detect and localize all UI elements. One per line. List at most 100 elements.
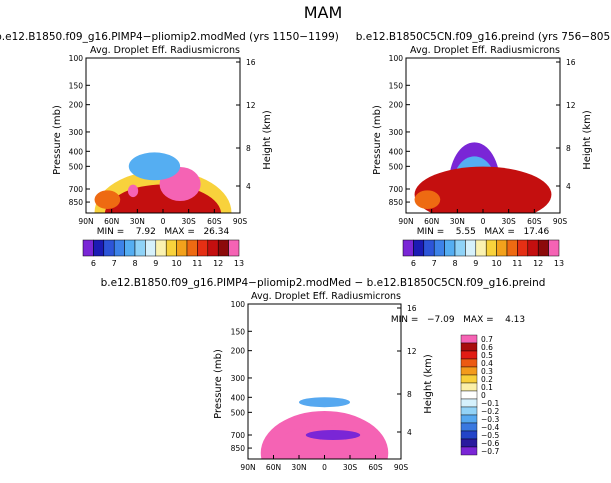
- colorbar-swatch: [433, 239, 445, 257]
- colorbar-label: 6: [91, 259, 96, 268]
- panel-difference: b.e12.B1850.f09_g16.PIMP4−pliomip2.modMe…: [101, 277, 546, 472]
- y-tick-label: 400: [69, 147, 84, 156]
- colorbar-swatch: [186, 239, 198, 257]
- colorbar-swatch: [475, 239, 487, 257]
- y-tick-label: 150: [231, 327, 246, 336]
- y-tick-label: 400: [389, 147, 404, 156]
- colorbar-swatch: [460, 366, 478, 376]
- y2-tick-label: 12: [407, 347, 417, 356]
- colorbar-swatch: [460, 350, 478, 360]
- y-tick-label: 300: [69, 128, 84, 137]
- x-tick-label: 30N: [450, 217, 465, 226]
- y2-axis-label: Height (km): [582, 110, 593, 170]
- y-tick-label: 100: [69, 54, 84, 63]
- colorbar-label: −0.4: [481, 423, 499, 432]
- colorbar-swatch: [485, 239, 497, 257]
- y-tick-label: 850: [389, 198, 404, 207]
- colorbar-swatch: [402, 239, 414, 257]
- colorbar-label: 7: [112, 259, 117, 268]
- stats-label: MIN = 7.92 MAX = 26.34: [97, 227, 230, 237]
- colorbar-swatch: [228, 239, 240, 257]
- panel-title: b.e12.B1850.f09_g16.PIMP4−pliomip2.modMe…: [101, 277, 546, 289]
- y-axis-label: Pressure (mb): [372, 105, 383, 175]
- colorbar-swatch: [527, 239, 539, 257]
- colorbar-swatch: [496, 239, 508, 257]
- variable-label: Avg. Droplet Eff. Radius: [90, 45, 202, 56]
- colorbar-swatch: [165, 239, 177, 257]
- units-label: microns: [202, 45, 240, 56]
- contour-plot: 90N 60N 30N 0 30S 60S 90S 100 150 200 300 400 500 700…: [69, 54, 256, 226]
- contour-plot: 90N 60N 30N 0 30S 60S 90S 100 150 200 300 400 500 700…: [389, 54, 576, 226]
- colorbar-label: −0.2: [481, 407, 499, 416]
- x-tick-label: 30S: [502, 217, 517, 226]
- y2-tick-label: 4: [407, 428, 412, 437]
- colorbar-swatch: [465, 239, 477, 257]
- variable-label: Avg. Droplet Eff. Radius: [410, 45, 522, 56]
- colorbar-label: 0.4: [481, 359, 493, 368]
- colorbar-label: 9: [473, 259, 478, 268]
- colorbar-label: −0.6: [481, 439, 499, 448]
- y2-axis-label: Height (km): [423, 354, 434, 414]
- colorbar-label: 7: [432, 259, 437, 268]
- stats-label: MIN = −7.09 MAX = 4.13: [391, 315, 525, 325]
- x-tick-label: 30S: [182, 217, 197, 226]
- colorbar-swatch: [444, 239, 456, 257]
- y-tick-label: 300: [389, 128, 404, 137]
- colorbar: 6 7 8 9 10 11 12 13: [402, 239, 564, 268]
- contour-feature: [305, 429, 361, 440]
- variable-label: Avg. Droplet Eff. Radius: [251, 291, 363, 302]
- y2-tick-label: 8: [246, 144, 251, 153]
- y2-tick-label: 12: [246, 101, 256, 110]
- colorbar-swatch: [460, 414, 478, 424]
- x-tick-label: 60N: [424, 217, 439, 226]
- colorbar-label: 11: [192, 259, 202, 268]
- colorbar-swatch: [217, 239, 229, 257]
- y-tick-label: 200: [69, 101, 84, 110]
- x-tick-label: 0: [481, 217, 486, 226]
- colorbar-swatch: [460, 438, 478, 448]
- x-tick-label: 90N: [240, 463, 255, 472]
- colorbar-label: 13: [234, 259, 244, 268]
- colorbar-label: 8: [132, 259, 137, 268]
- colorbar-swatch: [460, 358, 478, 368]
- y2-tick-label: 8: [566, 144, 571, 153]
- colorbar-label: 11: [512, 259, 522, 268]
- colorbar-swatch: [103, 239, 115, 257]
- colorbar-swatch: [197, 239, 209, 257]
- colorbar-label: 13: [554, 259, 564, 268]
- colorbar-swatch: [113, 239, 125, 257]
- colorbar-swatch: [207, 239, 219, 257]
- y2-tick-label: 16: [566, 58, 576, 67]
- panel-pimp4: b.e12.B1850.f09_g16.PIMP4−pliomip2.modMe…: [0, 31, 339, 268]
- y-tick-label: 200: [231, 347, 246, 356]
- x-tick-label: 90N: [398, 217, 413, 226]
- colorbar-swatch: [537, 239, 549, 257]
- colorbar-label: 9: [153, 259, 158, 268]
- colorbar-label: 10: [492, 259, 502, 268]
- y2-tick-label: 4: [566, 182, 571, 191]
- colorbar-swatch: [517, 239, 529, 257]
- colorbar-label: 10: [172, 259, 182, 268]
- contour-plot: 90N 60N 30N 0 30S 60S 90S 100 150 200 300 400 500 700…: [231, 300, 417, 472]
- y-axis-label: Pressure (mb): [52, 105, 63, 175]
- x-tick-label: 60S: [368, 463, 383, 472]
- colorbar-swatch: [506, 239, 518, 257]
- y-tick-label: 500: [231, 408, 246, 417]
- colorbar-swatch: [460, 342, 478, 352]
- colorbar-label: 0.7: [481, 335, 493, 344]
- colorbar-swatch: [145, 239, 157, 257]
- stats-label: MIN = 5.55 MAX = 17.46: [417, 227, 550, 237]
- x-tick-label: 30N: [291, 463, 306, 472]
- x-tick-label: 30N: [130, 217, 145, 226]
- page-title: MAM: [304, 3, 343, 22]
- x-tick-label: 0: [322, 463, 327, 472]
- colorbar-swatch: [413, 239, 425, 257]
- y-tick-label: 700: [389, 185, 404, 194]
- colorbar-label: −0.5: [481, 431, 499, 440]
- x-tick-label: 90N: [78, 217, 93, 226]
- y2-tick-label: 8: [407, 390, 412, 399]
- colorbar-label: 12: [213, 259, 223, 268]
- y-tick-label: 100: [389, 54, 404, 63]
- colorbar-label: 0.6: [481, 343, 493, 352]
